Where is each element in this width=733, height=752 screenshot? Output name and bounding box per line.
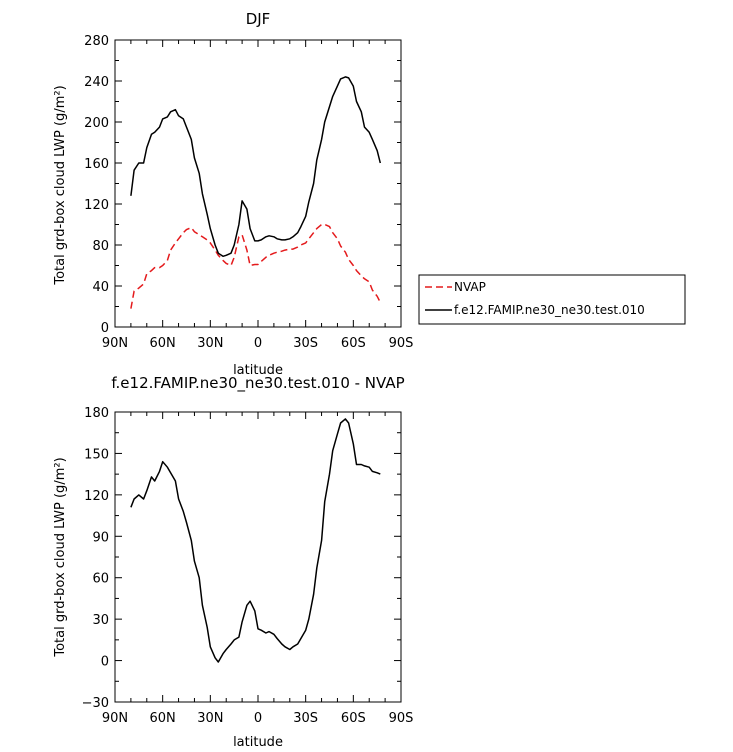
top-chart-ylabel: Total grd-box cloud LWP (g/m²) [53, 85, 68, 285]
legend-box [418, 274, 686, 325]
top-y-tick-label: 40 [92, 280, 109, 295]
top-x-tick-label: 90S [389, 336, 414, 351]
top-series-line-nvap [130, 223, 381, 309]
bottom-y-tick-label: −30 [82, 696, 109, 711]
bottom-chart-title: f.e12.FAMIP.ne30_ne30.test.010 - NVAP [111, 374, 404, 393]
top-y-tick-label: 120 [84, 198, 109, 213]
bottom-x-tick-label: 30N [197, 711, 223, 726]
bottom-series-line-difference [130, 418, 381, 663]
bottom-y-tick-label: 90 [92, 530, 109, 545]
bottom-chart-xlabel: latitude [233, 735, 283, 750]
bottom-x-tick-label: 90N [102, 711, 128, 726]
top-y-tick-label: 160 [84, 157, 109, 172]
legend: NVAP f.e12.FAMIP.ne30_ne30.test.010 [418, 274, 686, 325]
top-x-tick-label: 30N [197, 336, 223, 351]
bottom-y-tick-label: 180 [84, 406, 109, 421]
top-chart-title: DJF [246, 10, 271, 28]
top-x-tick-label: 60S [341, 336, 366, 351]
bottom-y-tick-label: 150 [84, 447, 109, 462]
bottom-y-tick-label: 30 [92, 613, 109, 628]
bottom-x-tick-label: 30S [293, 711, 318, 726]
bottom-y-tick-label: 60 [92, 572, 109, 587]
top-y-tick-label: 80 [92, 239, 109, 254]
bottom-chart-panel: f.e12.FAMIP.ne30_ne30.test.010 - NVAP 90… [53, 374, 413, 750]
top-y-tick-label: 200 [84, 116, 109, 131]
top-chart-plot-frame [114, 39, 402, 328]
bottom-chart-series [130, 418, 381, 663]
top-series-line-f-e12-famip-ne30-ne30-test-010 [130, 76, 382, 258]
top-y-tick-label: 240 [84, 75, 109, 90]
bottom-x-tick-label: 60N [150, 711, 176, 726]
legend-label-nvap: NVAP [454, 280, 486, 294]
bottom-x-tick-label: 0 [254, 711, 262, 726]
top-chart-panel: DJF 90N 60N 30N 0 30S 60S 90S 0 40 80 120 160 200 240… [53, 10, 686, 378]
top-x-tick-label: 0 [254, 336, 262, 351]
bottom-chart-ylabel: Total grd-box cloud LWP (g/m²) [53, 457, 68, 657]
bottom-x-tick-label: 90S [389, 711, 414, 726]
bottom-y-tick-label: 120 [84, 489, 109, 504]
bottom-y-tick-label: 0 [101, 655, 109, 670]
top-x-tick-label: 90N [102, 336, 128, 351]
top-x-tick-label: 60N [150, 336, 176, 351]
top-y-tick-label: 280 [84, 34, 109, 49]
legend-label-model: f.e12.FAMIP.ne30_ne30.test.010 [454, 303, 645, 317]
top-y-tick-label: 0 [101, 321, 109, 336]
bottom-chart-plot-frame [114, 411, 402, 703]
top-chart-series [130, 76, 382, 309]
bottom-x-tick-label: 60S [341, 711, 366, 726]
top-chart-xlabel: latitude [233, 363, 283, 378]
top-x-tick-label: 30S [293, 336, 318, 351]
